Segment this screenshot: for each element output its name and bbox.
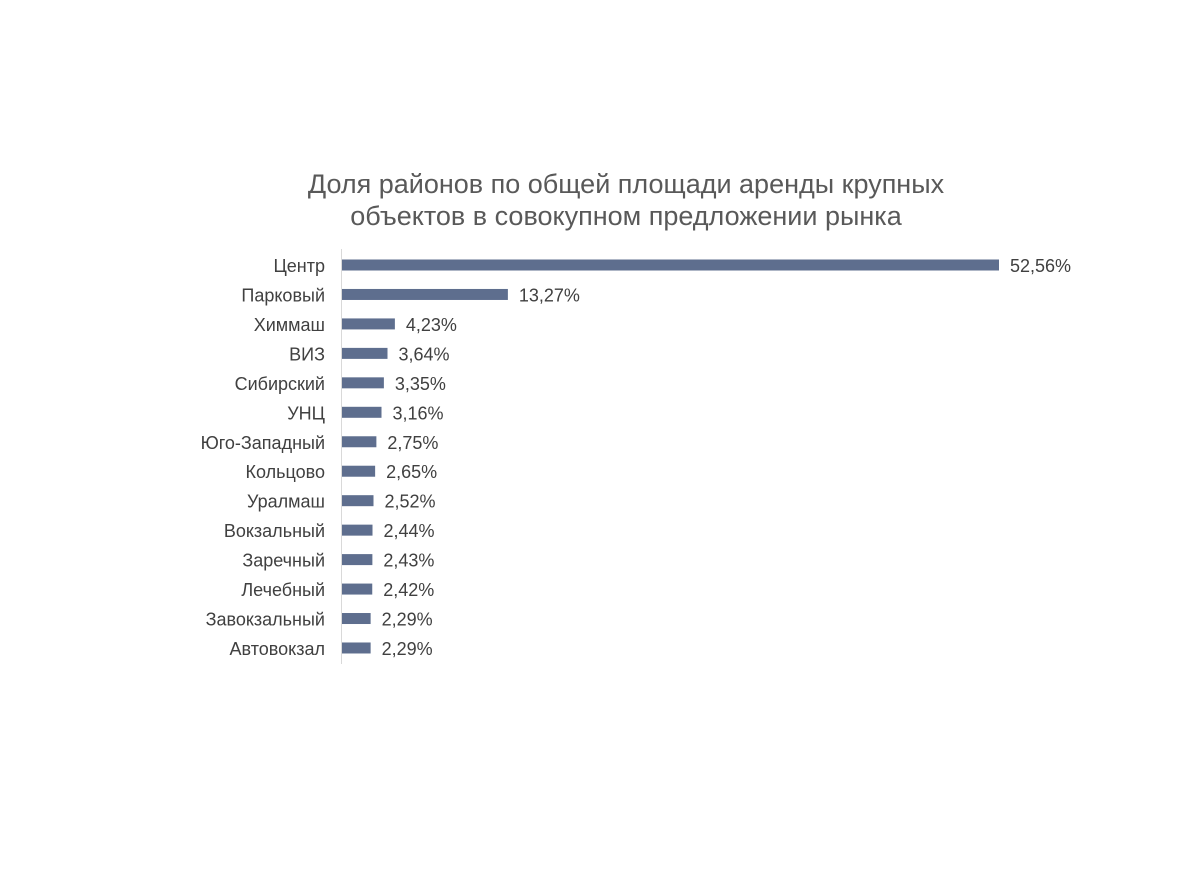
category-label: Автовокзал: [230, 639, 325, 659]
category-label: Заречный: [242, 551, 325, 571]
bar-1: [342, 259, 999, 271]
value-label: 2,44%: [384, 521, 435, 541]
category-label: Вокзальный: [224, 521, 325, 541]
category-label: Лечебный: [241, 580, 325, 600]
bar-2: [342, 288, 508, 300]
bar-3: [342, 318, 395, 330]
bar-7: [342, 436, 377, 448]
category-label: УНЦ: [287, 403, 325, 423]
chart-title-line-2: объектов в совокупном предложении рынка: [350, 201, 902, 231]
bar-8: [342, 465, 376, 477]
category-label: Завокзальный: [206, 610, 325, 630]
value-label: 2,29%: [382, 610, 433, 630]
category-label: Юго-Западный: [201, 433, 325, 453]
value-label: 13,27%: [519, 285, 580, 305]
value-label: 2,29%: [382, 639, 433, 659]
bar-6: [342, 406, 382, 418]
bar-11: [342, 554, 373, 566]
category-labels-group: Центр Парковый Химмаш ВИЗ Сибирский УНЦ Юго-За…: [201, 256, 325, 659]
chart-title: Доля районов по общей площади аренды кру…: [308, 169, 945, 231]
value-label: 3,64%: [399, 344, 450, 364]
bar-13: [342, 613, 371, 625]
category-label: ВИЗ: [289, 344, 325, 364]
value-label: 3,35%: [395, 374, 446, 394]
value-label: 3,16%: [393, 403, 444, 423]
category-label: Центр: [273, 256, 325, 276]
value-label: 2,43%: [383, 551, 434, 571]
value-label: 4,23%: [406, 315, 457, 335]
value-label: 2,75%: [387, 433, 438, 453]
bar-12: [342, 583, 373, 595]
category-label: Парковый: [241, 285, 325, 305]
category-label: Сибирский: [235, 374, 325, 394]
chart-title-line-1: Доля районов по общей площади аренды кру…: [308, 169, 945, 199]
value-label: 52,56%: [1010, 256, 1071, 276]
value-label: 2,65%: [386, 462, 437, 482]
category-label: Кольцово: [246, 462, 325, 482]
bar-10: [342, 524, 373, 536]
value-label: 2,42%: [383, 580, 434, 600]
bar-9: [342, 495, 374, 507]
bar-4: [342, 347, 388, 359]
category-label: Химмаш: [254, 315, 325, 335]
bar-5: [342, 377, 384, 389]
value-labels-group: 52,56% 13,27% 4,23% 3,64% 3,35% 3,16% 2,75% 2,6…: [382, 256, 1071, 659]
bars-group: [342, 259, 999, 654]
category-label: Уралмаш: [247, 492, 325, 512]
bar-14: [342, 642, 371, 654]
value-label: 2,52%: [385, 492, 436, 512]
